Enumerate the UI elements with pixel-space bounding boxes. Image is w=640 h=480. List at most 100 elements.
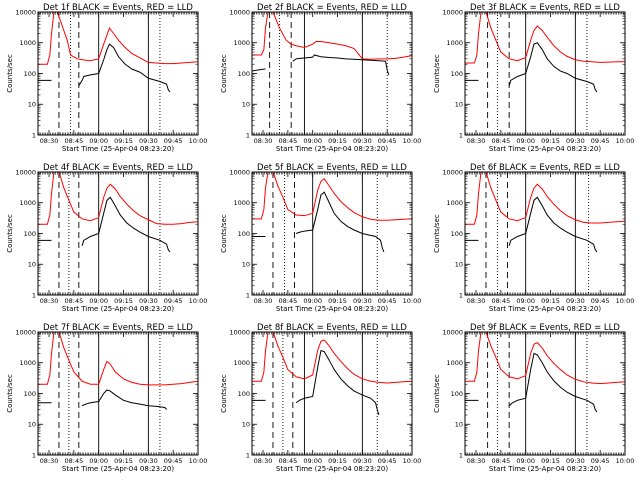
x-tick-label: 09:00 <box>516 457 535 465</box>
panel-title: Det 7f BLACK = Events, RED = LLD <box>43 323 193 333</box>
y-tick-label: 10 <box>28 261 36 269</box>
plot-frame <box>464 171 626 296</box>
x-tick-label: 09:30 <box>139 297 158 305</box>
panel-5: 1 10 100 1000 10000 08:30 08:45 09:00 09:15 09:30… <box>220 163 421 313</box>
y-tick-label: 100 <box>24 230 36 238</box>
y-tick-label: 100 <box>451 390 463 398</box>
lld-series-line <box>252 332 412 384</box>
x-tick-label: 09:45 <box>591 457 610 465</box>
panel-title: Det 9f BLACK = Events, RED = LLD <box>470 323 620 333</box>
x-tick-label: 09:45 <box>164 297 183 305</box>
x-tick-label: 09:00 <box>89 297 108 305</box>
panel-1: 1 10 100 1000 10000 08:30 08:45 09:00 09:15 09:30… <box>6 3 207 153</box>
x-tick-label: 10:00 <box>616 457 635 465</box>
x-tick-label: 09:15 <box>328 137 347 145</box>
panel-plot-area <box>465 332 625 455</box>
y-tick-label: 10000 <box>442 8 463 16</box>
x-tick-label: 09:00 <box>516 297 535 305</box>
panel-plot-area <box>465 172 625 295</box>
x-tick-label: 09:30 <box>566 457 585 465</box>
x-tick-label: 09:30 <box>353 297 372 305</box>
x-tick-label: 09:30 <box>353 137 372 145</box>
y-tick-label: 10000 <box>442 328 463 336</box>
x-tick-label: 09:15 <box>114 297 133 305</box>
y-tick-label: 1000 <box>19 199 36 207</box>
x-tick-label: 08:45 <box>491 457 510 465</box>
panel-plot-area <box>38 332 198 455</box>
y-axis-label: Counts/sec <box>220 54 228 93</box>
panel-title: Det 2f BLACK = Events, RED = LLD <box>257 3 407 13</box>
y-tick-label: 1000 <box>233 199 250 207</box>
x-tick-label: 08:30 <box>40 297 59 305</box>
y-tick-label: 100 <box>451 70 463 78</box>
events-series-line <box>38 389 167 410</box>
lld-series-line <box>465 332 625 385</box>
x-tick-label: 08:30 <box>254 137 273 145</box>
y-tick-label: 10 <box>455 261 463 269</box>
x-tick-label: 09:00 <box>89 457 108 465</box>
y-tick-label: 1000 <box>19 359 36 367</box>
panel-title: Det 5f BLACK = Events, RED = LLD <box>257 163 407 173</box>
y-tick-label: 100 <box>238 390 250 398</box>
x-tick-label: 09:15 <box>114 137 133 145</box>
events-series-line <box>465 42 598 93</box>
y-tick-label: 10 <box>455 101 463 109</box>
x-tick-label: 08:30 <box>467 297 486 305</box>
lld-series-line <box>465 12 625 64</box>
y-tick-label: 1000 <box>233 359 250 367</box>
x-tick-label: 08:45 <box>64 137 83 145</box>
y-axis-label: Counts/sec <box>433 54 441 93</box>
plot-frame <box>464 11 626 136</box>
events-series-line <box>465 352 598 413</box>
x-tick-label: 09:15 <box>328 457 347 465</box>
y-axis-label: Counts/sec <box>220 374 228 413</box>
lld-series-line <box>465 172 625 225</box>
y-tick-label: 1000 <box>446 39 463 47</box>
y-tick-label: 100 <box>451 230 463 238</box>
x-tick-label: 09:45 <box>164 457 183 465</box>
y-tick-label: 10000 <box>229 328 250 336</box>
x-tick-label: 09:15 <box>114 457 133 465</box>
panel-4: 1 10 100 1000 10000 08:30 08:45 09:00 09:15 09:30… <box>6 163 207 313</box>
plot-frame <box>37 171 199 296</box>
panel-plot-area <box>38 172 198 295</box>
events-series-line <box>252 191 385 253</box>
y-tick-label: 10000 <box>15 168 36 176</box>
y-tick-label: 1 <box>459 291 463 299</box>
plot-frame <box>37 331 199 456</box>
lld-series-line <box>38 172 198 225</box>
y-tick-label: 1 <box>459 131 463 139</box>
y-tick-label: 1000 <box>19 39 36 47</box>
y-tick-label: 1 <box>32 131 36 139</box>
y-tick-label: 10000 <box>229 168 250 176</box>
panel-title: Det 8f BLACK = Events, RED = LLD <box>257 323 407 333</box>
x-tick-label: 09:45 <box>378 457 397 465</box>
lld-series-line <box>38 332 198 386</box>
x-tick-label: 08:30 <box>40 137 59 145</box>
y-tick-label: 1000 <box>233 39 250 47</box>
x-axis-label: Start Time (25-Apr-04 08:23:20) <box>489 305 601 313</box>
x-tick-label: 08:30 <box>254 457 273 465</box>
x-tick-label: 08:30 <box>254 297 273 305</box>
panel-6: 1 10 100 1000 10000 08:30 08:45 09:00 09:15 09:30… <box>433 163 634 313</box>
x-tick-label: 09:00 <box>303 457 322 465</box>
x-axis-label: Start Time (25-Apr-04 08:23:20) <box>489 465 601 473</box>
y-tick-label: 1 <box>32 451 36 459</box>
x-tick-label: 09:30 <box>566 137 585 145</box>
x-tick-label: 09:15 <box>328 297 347 305</box>
x-tick-label: 08:45 <box>278 137 297 145</box>
panel-8: 1 10 100 1000 10000 08:30 08:45 09:00 09:15 09:30… <box>220 323 421 473</box>
x-tick-label: 09:30 <box>139 137 158 145</box>
x-tick-label: 08:45 <box>278 297 297 305</box>
y-axis-label: Counts/sec <box>220 214 228 253</box>
x-tick-label: 08:30 <box>467 457 486 465</box>
x-tick-label: 10:00 <box>403 297 422 305</box>
events-series-line <box>38 196 171 253</box>
y-axis-label: Counts/sec <box>433 374 441 413</box>
x-tick-label: 08:45 <box>491 297 510 305</box>
x-axis-label: Start Time (25-Apr-04 08:23:20) <box>62 465 174 473</box>
panel-title: Det 6f BLACK = Events, RED = LLD <box>470 163 620 173</box>
x-tick-label: 09:15 <box>541 457 560 465</box>
lld-series-line <box>38 12 198 65</box>
